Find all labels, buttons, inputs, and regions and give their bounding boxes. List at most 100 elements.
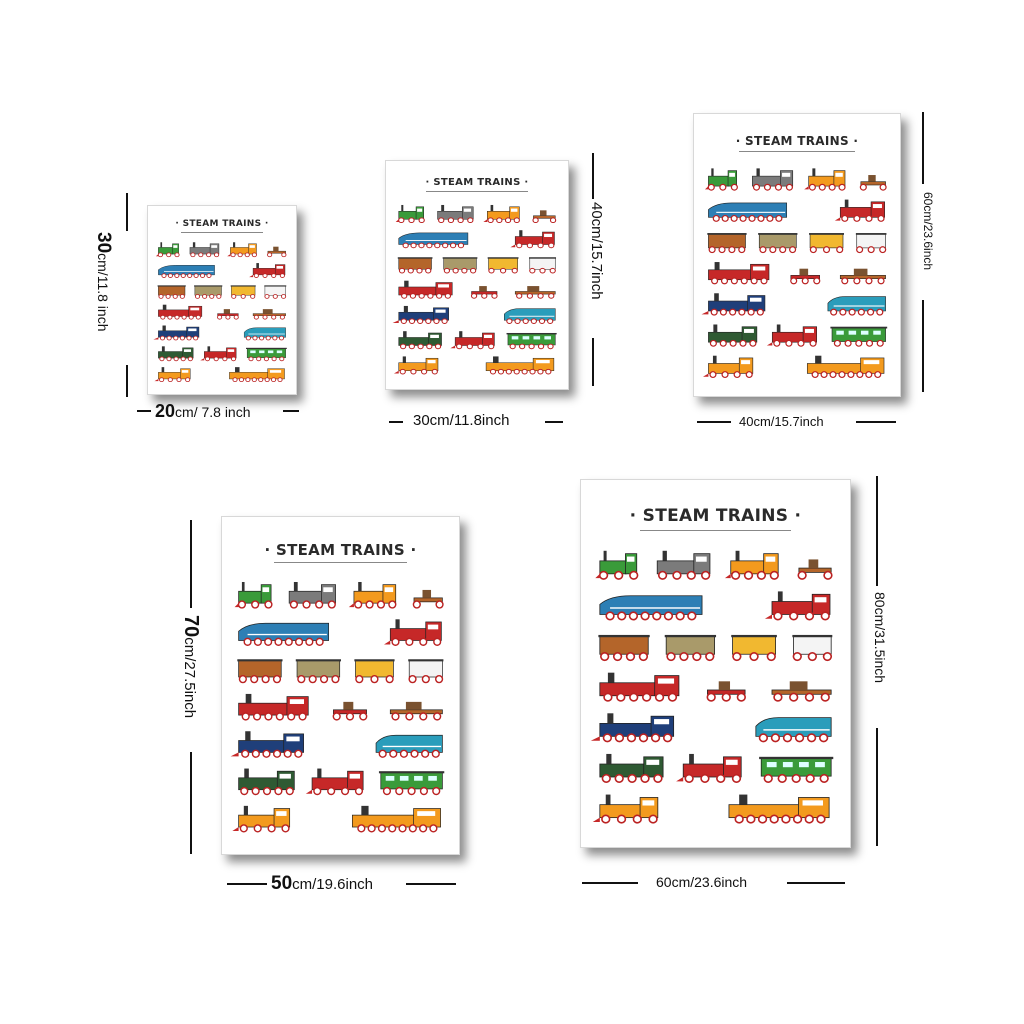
train-vehicle-red xyxy=(470,286,498,299)
train-vehicle-red xyxy=(158,304,203,320)
train-vehicle-red xyxy=(708,262,770,285)
train-vehicle-gray xyxy=(288,581,336,609)
p5-height-line-bottom xyxy=(876,728,878,846)
train-vehicle-green xyxy=(759,756,834,783)
train-illustrations xyxy=(230,581,445,833)
train-vehicle-brown xyxy=(707,233,747,254)
train-vehicle-navy xyxy=(230,731,304,758)
train-vehicle-brown xyxy=(237,659,283,684)
train-vehicle-orange xyxy=(483,204,520,224)
train-vehicle-brown xyxy=(397,257,433,274)
train-vehicle-darkgreen xyxy=(599,753,664,783)
p5-width-line-right xyxy=(787,882,845,884)
poster-30x40: · STEAM TRAINS · xyxy=(385,160,569,390)
p2-height-label: 40cm/15.7inch xyxy=(588,202,605,300)
p5-height-label: 80cm/31.5inch xyxy=(872,592,888,684)
poster-title: · STEAM TRAINS · xyxy=(425,176,529,188)
train-vehicle-yellow xyxy=(809,233,844,254)
train-vehicle-khaki xyxy=(664,634,717,662)
train-vehicle-green xyxy=(704,168,738,191)
p1-width-line-left xyxy=(137,410,151,412)
train-vehicle-blue xyxy=(398,232,469,249)
train-vehicle-blue xyxy=(708,202,788,222)
title-underline xyxy=(180,232,264,234)
train-vehicle-green xyxy=(234,581,273,609)
p2-height-line-bottom xyxy=(592,338,594,386)
train-vehicle-orange xyxy=(232,805,291,833)
train-vehicle-red xyxy=(217,309,239,320)
p1-width-line-right xyxy=(283,410,299,412)
train-vehicle-darkgreen xyxy=(708,324,758,347)
train-vehicle-darkgreen xyxy=(398,331,442,350)
train-vehicle-white xyxy=(264,285,287,299)
train-vehicle-brown xyxy=(771,681,832,702)
p1-height-label: 30cm/11.8 inch xyxy=(93,232,114,332)
train-vehicle-orange xyxy=(348,581,397,609)
p3-height-line-top xyxy=(922,112,924,184)
train-vehicle-navy xyxy=(590,713,675,743)
train-vehicle-green xyxy=(506,332,557,350)
train-vehicle-gray xyxy=(752,168,794,191)
p4-width-label: 50cm/19.6inch xyxy=(271,873,374,894)
train-vehicle-white xyxy=(408,659,444,684)
train-vehicle-orange xyxy=(804,168,846,191)
p4-height-line-top xyxy=(190,520,192,608)
p2-width-label: 30cm/11.8inch xyxy=(413,412,510,429)
train-vehicle-teal xyxy=(827,296,886,316)
train-vehicle-red xyxy=(510,230,555,249)
poster-title: · STEAM TRAINS · xyxy=(175,219,269,230)
title-underline xyxy=(640,530,791,532)
train-illustrations xyxy=(701,168,888,379)
train-vehicle-green xyxy=(155,242,180,258)
train-vehicle-blue xyxy=(238,622,330,646)
p5-width-line-left xyxy=(582,882,638,884)
p3-height-line-bottom xyxy=(922,300,924,392)
train-vehicle-brown xyxy=(797,559,833,580)
train-vehicle-green xyxy=(395,204,425,224)
train-vehicle-brown xyxy=(389,701,443,721)
poster-60x80: · STEAM TRAINS · xyxy=(580,479,851,848)
train-vehicle-orange xyxy=(702,355,754,379)
train-vehicle-red xyxy=(599,672,680,702)
train-vehicle-red xyxy=(238,693,309,721)
train-vehicle-red xyxy=(676,753,742,783)
train-vehicle-red xyxy=(834,199,885,222)
p2-width-line-left xyxy=(389,421,403,423)
train-vehicle-gray xyxy=(437,204,474,224)
train-vehicle-khaki xyxy=(758,233,798,254)
train-vehicle-red xyxy=(332,701,368,721)
poster-40x60: · STEAM TRAINS · xyxy=(693,113,901,397)
p3-height-label: 60cm/23.6inch xyxy=(921,192,935,271)
poster-50x70: · STEAM TRAINS · xyxy=(221,516,460,855)
train-vehicle-green xyxy=(246,347,287,362)
train-vehicle-teal xyxy=(755,717,832,743)
train-vehicle-teal xyxy=(243,327,286,341)
train-illustrations xyxy=(392,204,557,375)
train-vehicle-darkgreen xyxy=(158,346,194,362)
train-vehicle-orange xyxy=(728,794,830,824)
poster-title: · STEAM TRAINS · xyxy=(735,133,859,148)
train-vehicle-red xyxy=(706,681,746,702)
train-vehicle-darkgreen xyxy=(238,768,295,796)
train-vehicle-red xyxy=(764,591,831,621)
p4-height-line-bottom xyxy=(190,752,192,854)
p2-height-line-top xyxy=(592,153,594,199)
train-vehicle-orange xyxy=(154,367,191,383)
train-vehicle-khaki xyxy=(442,257,478,274)
train-vehicle-brown xyxy=(532,210,557,224)
p4-width-line-left xyxy=(227,883,267,885)
train-vehicle-green xyxy=(830,326,888,347)
train-vehicle-red xyxy=(766,324,818,347)
train-vehicle-red xyxy=(249,263,286,278)
title-underline xyxy=(274,562,407,564)
train-vehicle-white xyxy=(792,634,833,662)
p4-width-line-right xyxy=(406,883,456,885)
train-vehicle-brown xyxy=(839,268,886,285)
train-vehicle-orange xyxy=(227,242,257,258)
train-vehicle-brown xyxy=(157,285,186,299)
train-vehicle-blue xyxy=(158,265,215,278)
train-vehicle-brown xyxy=(598,634,650,662)
train-vehicle-blue xyxy=(599,595,703,621)
train-vehicle-navy xyxy=(392,305,449,324)
train-vehicle-yellow xyxy=(230,285,256,299)
